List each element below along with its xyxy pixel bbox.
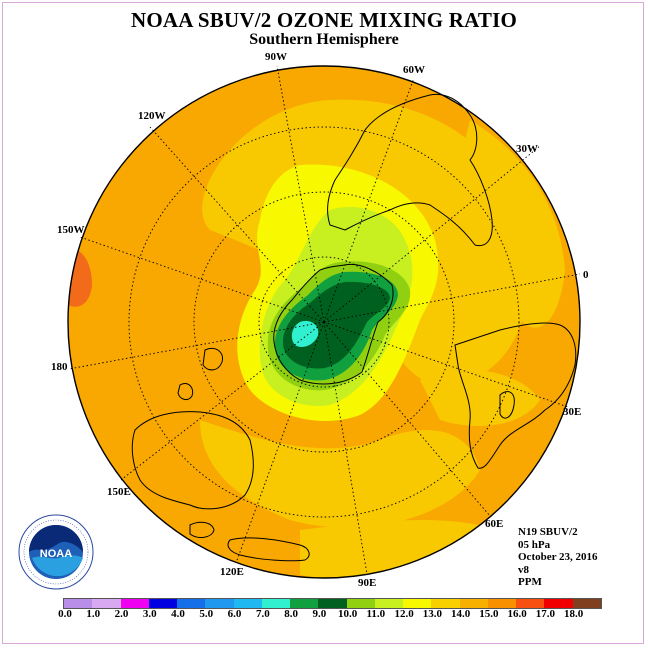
colorbar-tick-label: 5.0: [199, 608, 214, 620]
colorbar-tick-label: 15.0: [479, 608, 499, 620]
colorbar-swatch: [233, 599, 262, 608]
coastlines: [131, 93, 577, 562]
pressure-level-label: 05 hPa: [518, 538, 551, 551]
colorbar: [63, 598, 602, 609]
colorbar-tick-label: 6.0: [227, 608, 242, 620]
lon-label-150w: 150W: [57, 224, 85, 236]
colorbar-tick-label: 0.0: [58, 608, 72, 620]
date-label: October 23, 2016: [518, 551, 598, 563]
units-label: PPM: [518, 576, 542, 588]
colorbar-tick-label: 17.0: [535, 608, 556, 620]
lon-label-90e: 90E: [358, 577, 376, 589]
colorbar-swatch: [261, 599, 290, 608]
lon-label-60e: 60E: [485, 518, 503, 530]
colorbar-swatch: [177, 599, 206, 608]
colorbar-tick-label: 2.0: [114, 608, 129, 620]
lon-label-60w: 60W: [403, 64, 425, 76]
version-label: v8: [518, 563, 529, 576]
colorbar-swatch: [374, 599, 403, 608]
colorbar-tick-label: 14.0: [451, 608, 471, 620]
noaa-logo: NOAA: [18, 514, 94, 590]
colorbar-swatch: [346, 599, 375, 608]
colorbar-swatch: [148, 599, 177, 608]
colorbar-swatch: [516, 599, 545, 608]
colorbar-tick-label: 16.0: [507, 608, 527, 620]
colorbar-tick-label: 11.0: [366, 608, 386, 620]
colorbar-tick-label: 18.0: [564, 608, 584, 620]
colorbar-swatch: [403, 599, 432, 608]
lon-label-30e: 30E: [563, 406, 581, 418]
colorbar-tick-label: 1.0: [86, 608, 101, 620]
colorbar-tick-label: 12.0: [394, 608, 414, 620]
lon-label-120e: 120E: [220, 566, 244, 578]
lon-label-90w: 90W: [265, 51, 287, 63]
lon-label-150e: 150E: [107, 486, 131, 498]
colorbar-tick-label: 7.0: [255, 608, 270, 620]
lon-label-180: 180: [51, 361, 68, 373]
colorbar-swatch: [431, 599, 460, 608]
colorbar-tick-label: 3.0: [142, 608, 157, 620]
colorbar-tick-label: 4.0: [171, 608, 185, 620]
colorbar-swatch: [487, 599, 516, 608]
map-title: NOAA SBUV/2 OZONE MIXING RATIO: [131, 8, 517, 32]
ozone-field-7: [291, 320, 319, 347]
lon-label-0: 0: [583, 269, 589, 281]
map-border: [67, 65, 581, 579]
colorbar-swatch: [318, 599, 347, 608]
colorbar-swatch: [290, 599, 319, 608]
colorbar-swatch: [120, 599, 149, 608]
graticule: [68, 65, 581, 575]
logo-text: NOAA: [40, 548, 72, 560]
map-subtitle: Southern Hemisphere: [249, 31, 399, 48]
colorbar-tick-label: 10.0: [337, 608, 358, 620]
ozone-field-8: [282, 281, 390, 369]
colorbar-swatch: [544, 599, 573, 608]
colorbar-tick-label: 8.0: [284, 608, 298, 620]
colorbar-swatch: [205, 599, 234, 608]
colorbar-swatch: [572, 599, 601, 608]
info-block: N19 SBUV/2 05 hPa October 23, 2016 v8 PP…: [518, 526, 598, 589]
colorbar-ticks: 0.0 1.0 2.0 3.0 4.0 5.0 6.0 7.0 8.0 9.0 10.0 11.0 12…: [0, 608, 648, 622]
colorbar-tick-label: 13.0: [422, 608, 442, 620]
colorbar-swatch: [459, 599, 488, 608]
lon-label-120w: 120W: [138, 110, 166, 122]
satellite-label: N19 SBUV/2: [518, 526, 578, 538]
colorbar-swatch: [92, 599, 121, 608]
lon-label-30w: 30W: [516, 143, 538, 155]
colorbar-tick-label: 9.0: [312, 608, 327, 620]
colorbar-swatch: [64, 599, 93, 608]
